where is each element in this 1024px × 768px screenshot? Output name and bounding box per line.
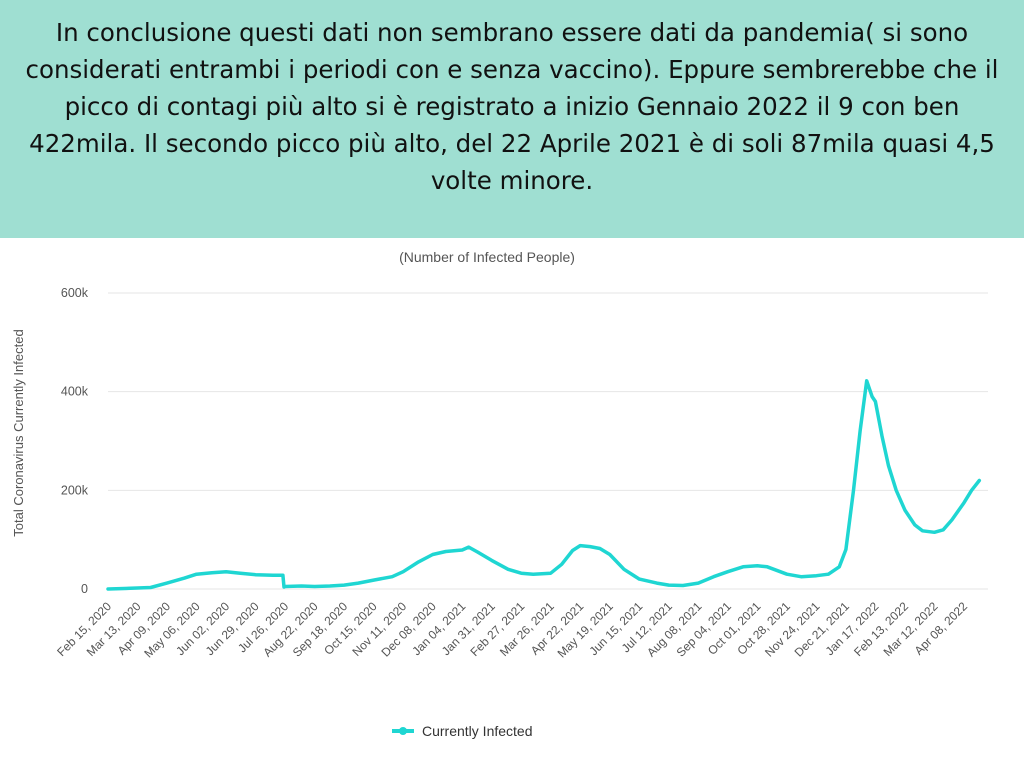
caption-text: In conclusione questi dati non sembrano … [25,18,999,195]
series-line [106,379,982,591]
line-chart: (Number of Infected People) 0 200k 400k 600… [11,249,988,739]
caption-banner: In conclusione questi dati non sembrano … [0,0,1024,238]
y-tick-label: 200k [61,483,89,497]
y-tick-label: 600k [61,286,89,300]
legend-label: Currently Infected [422,723,533,739]
y-tick-label: 0 [81,582,88,596]
chart-subtitle: (Number of Infected People) [399,249,575,265]
series-group [106,379,982,591]
y-tick-label: 400k [61,385,89,399]
legend-marker [399,727,407,735]
y-axis-label: Total Coronavirus Currently Infected [11,329,26,536]
legend[interactable]: Currently Infected [392,723,533,739]
grid-lines [108,292,988,590]
y-axis-ticks: 0 200k 400k 600k [61,286,89,596]
